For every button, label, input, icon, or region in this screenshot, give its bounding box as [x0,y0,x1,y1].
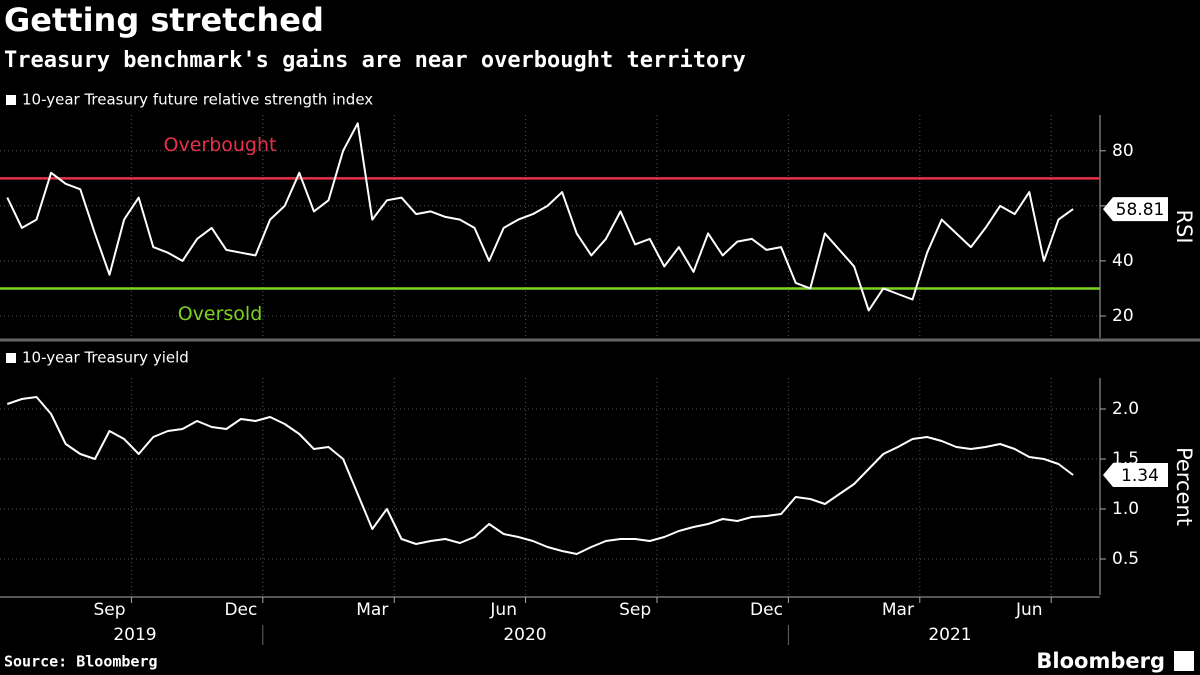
legend-label: 10-year Treasury yield [22,349,189,367]
reference-label: Oversold [178,303,263,325]
line [6,122,1074,312]
x-tick-label: Jun [489,600,517,620]
y-axis-label: Percent [1172,447,1196,526]
legend-label: 10-year Treasury future relative strengt… [22,91,373,109]
x-tick-label: Jun [1015,600,1043,620]
chart-title: Getting stretched [4,1,324,39]
brand: Bloomberg [1036,649,1165,673]
x-tick-label: Sep [93,600,125,620]
year-label: 2019 [113,625,156,645]
last-value-tag [1103,197,1168,222]
x-tick-label: Dec [224,600,257,620]
x-tick-label: Dec [750,600,783,620]
x-tick-label: Mar [882,600,914,620]
y-tick-label: 20 [1112,306,1134,326]
year-label: 2021 [928,625,971,645]
y-tick-label: 1.0 [1112,499,1139,519]
line [6,396,1074,555]
y-tick-label: 40 [1112,251,1134,271]
y-tick-label: 80 [1112,141,1134,161]
last-value-tag [1103,463,1168,487]
x-tick-label: Sep [619,600,651,620]
legend-swatch [6,353,16,363]
last-value-label: 58.81 [1116,200,1165,220]
source: Source: Bloomberg [4,653,158,671]
y-tick-label: 0.5 [1112,549,1139,569]
year-label: 2020 [503,625,546,645]
brand-icon [1174,651,1194,671]
y-tick-label: 2.0 [1112,399,1139,419]
y-axis-label: RSI [1172,209,1196,243]
last-value-label: 1.34 [1121,466,1159,486]
reference-label: Overbought [164,134,277,156]
x-tick-label: Mar [356,600,388,620]
legend-swatch [6,95,16,105]
chart-subtitle: Treasury benchmark's gains are near over… [4,48,746,73]
